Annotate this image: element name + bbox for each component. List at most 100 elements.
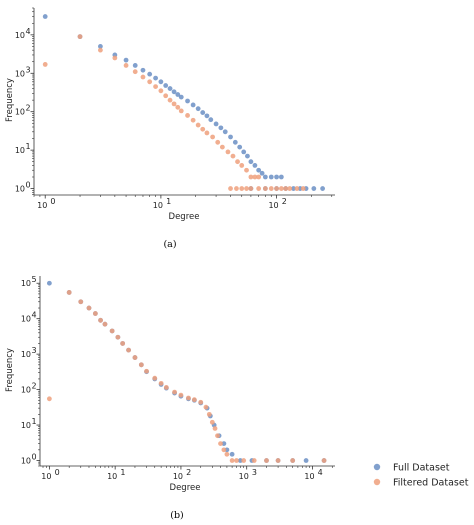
y-tick-exponent-3: 3 — [32, 346, 37, 355]
point-filtered-38 — [268, 186, 274, 191]
point-full-29 — [237, 458, 243, 463]
x-tick-exponent-1: 1 — [120, 468, 125, 477]
chart-a-xlabel: Degree — [169, 212, 200, 222]
point-full-24 — [228, 134, 233, 140]
x-tick-exponent-2: 2 — [282, 197, 287, 206]
point-full-22 — [218, 125, 224, 131]
y-tick-exponent-2: 2 — [26, 104, 31, 113]
point-filtered-0 — [42, 62, 48, 67]
point-filtered-37 — [321, 458, 327, 463]
y-tick-label-0: 10 — [21, 457, 31, 466]
point-filtered-8 — [153, 84, 158, 90]
point-full-4 — [123, 57, 129, 63]
point-full-26 — [237, 144, 243, 150]
point-full-14 — [178, 94, 184, 100]
point-filtered-11 — [167, 97, 173, 103]
y-tick-label-2: 10 — [15, 108, 25, 117]
point-filtered-42 — [287, 186, 293, 191]
point-full-35 — [274, 174, 279, 180]
x-tick-label-1: 10 — [107, 472, 117, 481]
point-filtered-28 — [248, 174, 254, 180]
point-filtered-22 — [203, 404, 209, 410]
point-filtered-16 — [163, 385, 169, 390]
point-filtered-37 — [262, 186, 268, 191]
point-full-34 — [303, 458, 309, 463]
point-filtered-9 — [158, 88, 164, 94]
chart-b-ylabel: Frequency — [5, 348, 15, 392]
point-filtered-25 — [235, 159, 240, 165]
legend-marker-filtered — [373, 478, 381, 486]
point-full-6 — [140, 67, 146, 73]
point-filtered-14 — [178, 108, 184, 114]
point-filtered-4 — [92, 311, 98, 316]
point-full-25 — [232, 139, 238, 145]
chart-b-axes: 10 0 10 1 10 2 10 3 10 410 010 110 210 310 410 5 — [21, 275, 335, 481]
y-tick-label-5: 10 — [21, 279, 31, 288]
point-full-31 — [256, 167, 262, 173]
point-filtered-21 — [198, 399, 204, 405]
point-filtered-15 — [185, 113, 190, 118]
point-filtered-12 — [171, 101, 177, 107]
legend-label-full: Full Dataset — [393, 463, 450, 474]
point-filtered-19 — [186, 395, 191, 401]
point-full-13 — [175, 92, 181, 97]
x-tick-exponent-2: 2 — [186, 468, 191, 477]
y-tick-exponent-0: 0 — [32, 453, 37, 462]
point-filtered-7 — [147, 79, 153, 85]
y-tick-label-4: 10 — [15, 31, 25, 40]
point-filtered-27 — [244, 167, 249, 173]
x-tick-exponent-3: 3 — [252, 468, 257, 477]
point-filtered-17 — [195, 122, 201, 128]
point-full-15 — [185, 98, 190, 104]
point-filtered-18 — [200, 126, 206, 132]
point-filtered-15 — [158, 380, 164, 386]
point-filtered-36 — [290, 458, 296, 463]
y-tick-exponent-0: 0 — [26, 181, 31, 190]
legend-label-filtered: Filtered Dataset — [393, 478, 469, 489]
point-full-28 — [229, 451, 235, 457]
y-tick-label-4: 10 — [21, 315, 31, 324]
point-full-2 — [98, 44, 103, 49]
point-full-7 — [147, 71, 153, 77]
point-full-26 — [221, 441, 227, 446]
y-tick-label-3: 10 — [15, 69, 25, 78]
point-full-32 — [259, 170, 265, 176]
panel-label-a: (a) — [163, 239, 176, 250]
x-tick-label-2: 10 — [268, 201, 278, 210]
point-filtered-36 — [256, 186, 262, 191]
point-full-45 — [320, 186, 325, 191]
point-full-30 — [252, 163, 258, 168]
point-filtered-24 — [230, 153, 236, 159]
y-tick-label-1: 10 — [15, 146, 25, 155]
point-filtered-40 — [278, 186, 284, 191]
point-filtered-4 — [123, 63, 129, 68]
chart-a-axes: 10 0 10 1 10 210 010 110 210 310 4 — [15, 7, 335, 210]
point-full-5 — [132, 63, 138, 68]
point-filtered-16 — [190, 117, 196, 123]
point-full-23 — [222, 129, 228, 135]
x-tick-label-2: 10 — [173, 472, 183, 481]
point-filtered-17 — [172, 389, 177, 395]
point-full-0 — [42, 14, 48, 19]
point-filtered-8 — [115, 334, 121, 340]
point-filtered-21 — [215, 139, 221, 145]
point-filtered-29 — [252, 174, 258, 180]
point-filtered-7 — [109, 328, 115, 334]
point-filtered-32 — [234, 186, 239, 191]
point-filtered-6 — [102, 321, 108, 327]
point-full-28 — [245, 153, 250, 159]
point-filtered-34 — [264, 458, 269, 463]
y-tick-exponent-3: 3 — [26, 65, 31, 74]
point-full-17 — [195, 106, 201, 112]
point-filtered-5 — [98, 317, 103, 323]
point-filtered-11 — [132, 355, 138, 360]
point-full-8 — [153, 75, 158, 81]
point-filtered-2 — [78, 299, 84, 305]
point-filtered-43 — [294, 186, 300, 191]
point-filtered-0 — [46, 396, 52, 402]
point-filtered-19 — [204, 130, 210, 136]
point-filtered-5 — [132, 69, 138, 75]
point-filtered-32 — [241, 458, 247, 463]
point-filtered-20 — [191, 397, 197, 403]
point-filtered-12 — [138, 362, 144, 368]
